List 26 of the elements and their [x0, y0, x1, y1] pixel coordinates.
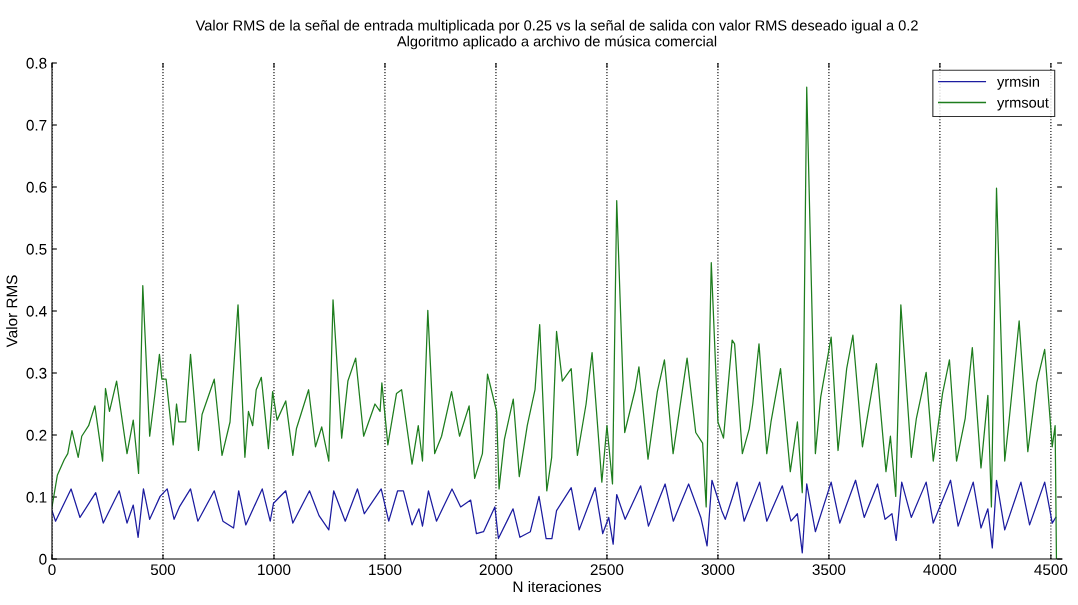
y-tick-label: 0: [39, 553, 47, 565]
y-tick-label: 0.2: [26, 429, 47, 441]
x-tick-label: 1500: [369, 564, 402, 576]
x-tick-label: 2000: [479, 564, 513, 576]
x-tick-label: 3000: [701, 564, 735, 576]
x-tick-label: 3500: [812, 564, 846, 576]
x-tick-label: 4000: [923, 564, 957, 576]
legend-label: yrmsin: [997, 76, 1040, 90]
y-tick-label: 0.4: [26, 305, 47, 317]
y-tick-label: 0.3: [26, 367, 47, 379]
chart-title: Valor RMS de la señal de entrada multiplicada por 0.25 vs la señal de salida con valor RMS deseado igual a 0.2: [195, 19, 918, 34]
y-tick-label: 0.6: [26, 181, 47, 193]
x-tick-label: 4500: [1034, 564, 1068, 576]
x-tick-label: 2500: [590, 564, 624, 576]
y-tick-label: 0.1: [26, 491, 47, 503]
y-axis-title: Valor RMS: [6, 275, 18, 348]
y-tick-label: 0.5: [26, 243, 47, 255]
chart-subtitle: Algoritmo aplicado a archivo de música comercial: [396, 35, 717, 50]
x-axis-title: N iteraciones: [513, 580, 602, 593]
legend-label: yrmsout: [997, 98, 1049, 111]
y-tick-label: 0.7: [26, 119, 47, 131]
x-tick-label: 0: [48, 564, 56, 576]
x-tick-label: 500: [150, 564, 176, 576]
y-tick-label: 0.8: [26, 57, 47, 69]
line-series: [52, 479, 1057, 554]
x-tick-label: 1000: [258, 564, 291, 576]
